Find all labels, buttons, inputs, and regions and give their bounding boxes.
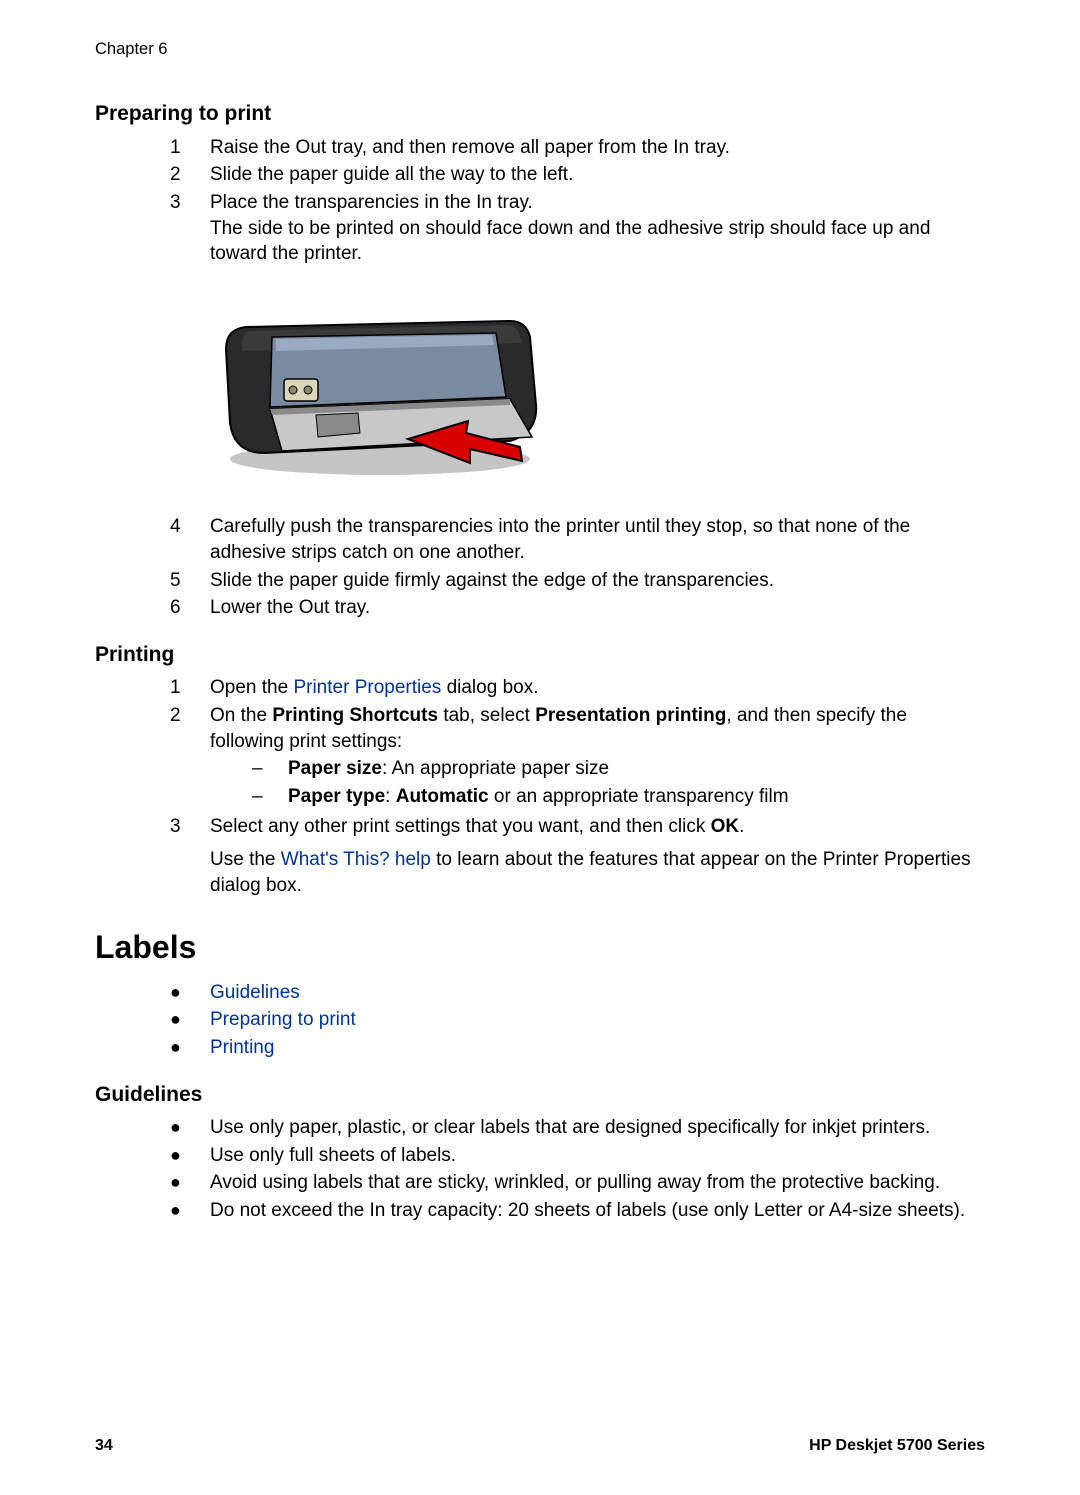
link-printing[interactable]: Printing	[210, 1037, 274, 1058]
text: .	[739, 816, 744, 837]
dash-mark: –	[252, 784, 288, 810]
page-number: 34	[95, 1435, 113, 1457]
bullet-icon: ●	[170, 1170, 210, 1194]
list-text: Slide the paper guide firmly against the…	[210, 568, 985, 594]
link-guidelines[interactable]: Guidelines	[210, 982, 300, 1003]
text: :	[385, 786, 396, 807]
list-number: 2	[170, 703, 210, 729]
link-printer-properties[interactable]: Printer Properties	[293, 677, 441, 698]
list-text: Avoid using labels that are sticky, wrin…	[210, 1170, 985, 1196]
chapter-label: Chapter 6	[95, 38, 985, 60]
list-text: Open the Printer Properties dialog box.	[210, 675, 985, 701]
list-text: Use only paper, plastic, or clear labels…	[210, 1115, 985, 1141]
list-text: Lower the Out tray.	[210, 595, 985, 621]
text: or an appropriate transparency film	[489, 786, 789, 807]
list-item: 2 On the Printing Shortcuts tab, select …	[170, 703, 985, 812]
guidelines-list: ● Use only paper, plastic, or clear labe…	[170, 1115, 985, 1224]
printer-illustration-icon	[210, 287, 550, 487]
list-number: 2	[170, 162, 210, 188]
heading-guidelines: Guidelines	[95, 1081, 985, 1109]
list-number: 4	[170, 514, 210, 540]
preparing-list: 1 Raise the Out tray, and then remove al…	[170, 135, 985, 267]
list-number: 1	[170, 135, 210, 161]
printing-list: 1 Open the Printer Properties dialog box…	[170, 675, 985, 839]
list-text: Use only full sheets of labels.	[210, 1143, 985, 1169]
list-item: ● Use only full sheets of labels.	[170, 1143, 985, 1169]
list-item: ● Guidelines	[170, 980, 985, 1006]
text-bold: Paper type	[288, 786, 385, 807]
bullet-icon: ●	[170, 1007, 210, 1031]
heading-labels: Labels	[95, 926, 985, 969]
list-number: 3	[170, 814, 210, 840]
bullet-icon: ●	[170, 1198, 210, 1222]
text-bold: Paper size	[288, 758, 382, 779]
text: : An appropriate paper size	[382, 758, 609, 779]
list-item: 4 Carefully push the transparencies into…	[170, 514, 985, 565]
text-bold: Presentation printing	[535, 705, 726, 726]
list-item: 2 Slide the paper guide all the way to t…	[170, 162, 985, 188]
list-text-line: Place the transparencies in the In tray.	[210, 190, 985, 216]
list-number: 3	[170, 190, 210, 216]
footer: 34 HP Deskjet 5700 Series	[95, 1435, 985, 1457]
printing-closing: Use the What's This? help to learn about…	[210, 847, 985, 898]
list-text: Carefully push the transparencies into t…	[210, 514, 985, 565]
bullet-icon: ●	[170, 1035, 210, 1059]
link-whats-this[interactable]: What's This? help	[281, 849, 431, 870]
list-text-line: The side to be printed on should face do…	[210, 216, 985, 267]
list-item: 1 Open the Printer Properties dialog box…	[170, 675, 985, 701]
text-bold: Automatic	[396, 786, 489, 807]
heading-printing: Printing	[95, 641, 985, 669]
dash-mark: –	[252, 756, 288, 782]
list-item: 1 Raise the Out tray, and then remove al…	[170, 135, 985, 161]
list-text: Raise the Out tray, and then remove all …	[210, 135, 985, 161]
link-preparing[interactable]: Preparing to print	[210, 1009, 356, 1030]
list-text: Slide the paper guide all the way to the…	[210, 162, 985, 188]
list-text: Place the transparencies in the In tray.…	[210, 190, 985, 267]
printer-figure	[210, 287, 985, 495]
list-item: ● Do not exceed the In tray capacity: 20…	[170, 1198, 985, 1224]
text: dialog box.	[441, 677, 538, 698]
list-item: 3 Place the transparencies in the In tra…	[170, 190, 985, 267]
bullet-icon: ●	[170, 1143, 210, 1167]
heading-preparing: Preparing to print	[95, 100, 985, 128]
list-item: ● Avoid using labels that are sticky, wr…	[170, 1170, 985, 1196]
dash-text: Paper size: An appropriate paper size	[288, 756, 985, 782]
dash-item: – Paper type: Automatic or an appropriat…	[252, 784, 985, 810]
text-bold: Printing Shortcuts	[272, 705, 438, 726]
text: Open the	[210, 677, 293, 698]
text: tab, select	[438, 705, 535, 726]
bullet-icon: ●	[170, 980, 210, 1004]
text: On the	[210, 705, 272, 726]
text: Select any other print settings that you…	[210, 816, 711, 837]
list-item: ● Use only paper, plastic, or clear labe…	[170, 1115, 985, 1141]
list-item: 6 Lower the Out tray.	[170, 595, 985, 621]
dash-item: – Paper size: An appropriate paper size	[252, 756, 985, 782]
list-number: 1	[170, 675, 210, 701]
text-bold: OK	[711, 816, 740, 837]
list-item: ● Printing	[170, 1035, 985, 1061]
list-text: On the Printing Shortcuts tab, select Pr…	[210, 703, 985, 812]
page: Chapter 6 Preparing to print 1 Raise the…	[0, 0, 1080, 1495]
dash-list: – Paper size: An appropriate paper size …	[252, 756, 985, 809]
preparing-list-cont: 4 Carefully push the transparencies into…	[170, 514, 985, 621]
list-item: 3 Select any other print settings that y…	[170, 814, 985, 840]
dash-text: Paper type: Automatic or an appropriate …	[288, 784, 985, 810]
text: Use the	[210, 849, 281, 870]
list-item: ● Preparing to print	[170, 1007, 985, 1033]
list-item: 5 Slide the paper guide firmly against t…	[170, 568, 985, 594]
labels-links: ● Guidelines ● Preparing to print ● Prin…	[170, 980, 985, 1061]
list-number: 6	[170, 595, 210, 621]
list-text: Do not exceed the In tray capacity: 20 s…	[210, 1198, 985, 1224]
product-name: HP Deskjet 5700 Series	[809, 1435, 985, 1457]
bullet-icon: ●	[170, 1115, 210, 1139]
list-number: 5	[170, 568, 210, 594]
list-text: Select any other print settings that you…	[210, 814, 985, 840]
